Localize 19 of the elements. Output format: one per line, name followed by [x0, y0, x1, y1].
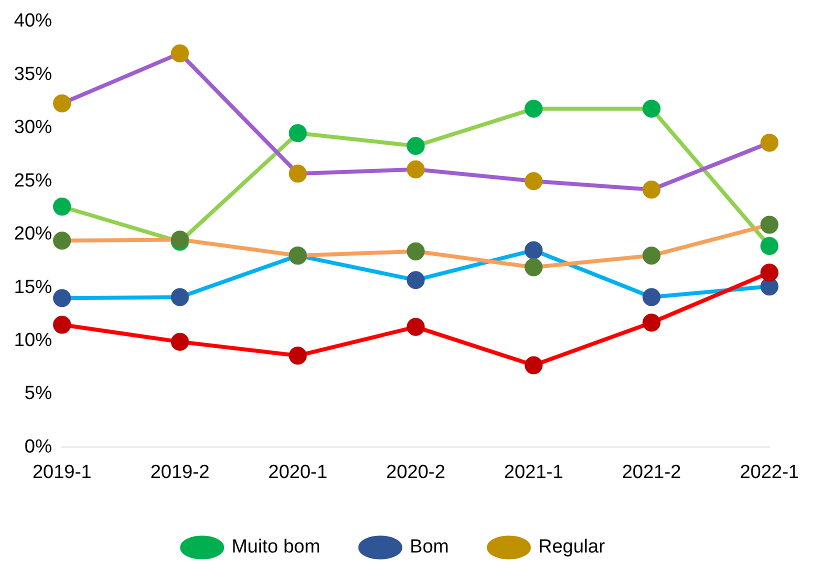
y-tick-label: 10% — [14, 330, 52, 351]
x-tick-label: 2022-1 — [740, 462, 800, 483]
y-tick-label: 15% — [14, 276, 52, 298]
x-tick-label: 2020-1 — [268, 462, 328, 483]
x-tick-label: 2021-1 — [504, 462, 564, 483]
y-tick-label: 5% — [24, 383, 52, 404]
x-tick-label: 2021-2 — [622, 462, 682, 483]
x-tick-label: 2019-2 — [150, 462, 210, 483]
y-tick-label: 20% — [14, 224, 52, 245]
y-tick-label: 30% — [14, 117, 52, 138]
legend-label: Regular — [538, 536, 606, 558]
x-tick-label: 2019-1 — [32, 462, 92, 483]
legend-label: Bom — [410, 536, 449, 558]
y-tick-label: 25% — [14, 170, 52, 192]
y-tick-label: 35% — [14, 64, 52, 85]
legend-label: Muito bom — [232, 536, 320, 558]
y-tick-label: 40% — [14, 10, 52, 32]
y-tick-label: 0% — [24, 436, 52, 458]
x-tick-label: 2020-2 — [386, 462, 446, 483]
